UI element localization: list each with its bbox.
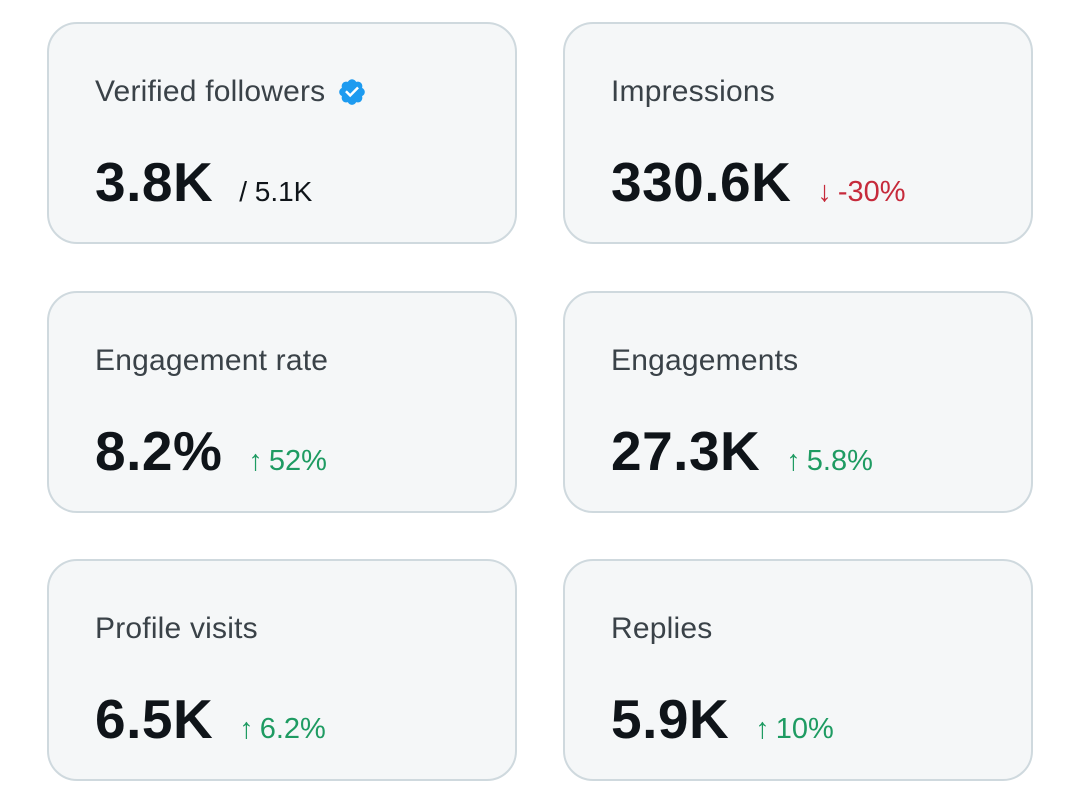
trend-delta: ↑ 6.2% [239, 713, 326, 746]
profile-visits-card[interactable]: Profile visits 6.5K ↑ 6.2% [47, 559, 517, 781]
card-value: 3.8K [95, 151, 214, 213]
trend-delta: ↑ 5.8% [786, 445, 873, 478]
trend-delta: ↑ 10% [755, 713, 834, 746]
card-label: Verified followers [95, 75, 326, 108]
card-label: Profile visits [95, 612, 258, 645]
trend-delta: ↑ 52% [248, 445, 327, 478]
delta-value: -30% [837, 176, 906, 208]
card-value-row: 3.8K / 5.1K [95, 152, 312, 212]
card-label-row: Replies [611, 611, 712, 647]
card-label: Replies [611, 612, 713, 645]
arrow-up-icon: ↑ [239, 713, 254, 745]
card-label: Impressions [611, 75, 775, 108]
arrow-up-icon: ↑ [755, 713, 770, 745]
card-label-row: Engagements [611, 343, 798, 379]
card-value: 6.5K [95, 688, 214, 750]
card-value-row: 5.9K ↑ 10% [611, 689, 834, 749]
verified-badge-icon [337, 77, 367, 107]
card-label: Engagement rate [95, 344, 329, 377]
card-value: 5.9K [611, 688, 730, 750]
card-label-row: Impressions [611, 74, 775, 110]
card-value-row: 27.3K ↑ 5.8% [611, 421, 873, 481]
engagement-rate-card[interactable]: Engagement rate 8.2% ↑ 52% [47, 291, 517, 513]
delta-value: 6.2% [259, 713, 326, 745]
arrow-up-icon: ↑ [786, 445, 801, 477]
arrow-down-icon: ↓ [817, 176, 832, 208]
engagements-card[interactable]: Engagements 27.3K ↑ 5.8% [563, 291, 1033, 513]
card-label-row: Profile visits [95, 611, 258, 647]
delta-value: 5.8% [806, 445, 873, 477]
impressions-card[interactable]: Impressions 330.6K ↓ -30% [563, 22, 1033, 244]
card-total: / 5.1K [239, 176, 313, 207]
card-label-row: Engagement rate [95, 343, 328, 379]
delta-value: 10% [775, 713, 834, 745]
delta-value: 52% [268, 445, 327, 477]
card-value-row: 330.6K ↓ -30% [611, 152, 906, 212]
card-value-row: 8.2% ↑ 52% [95, 421, 327, 481]
trend-delta: ↓ -30% [817, 176, 905, 209]
verified-followers-card[interactable]: Verified followers 3.8K / 5.1K [47, 22, 517, 244]
card-value: 330.6K [611, 151, 792, 213]
card-label: Engagements [611, 344, 799, 377]
card-value-row: 6.5K ↑ 6.2% [95, 689, 326, 749]
card-value: 27.3K [611, 420, 761, 482]
replies-card[interactable]: Replies 5.9K ↑ 10% [563, 559, 1033, 781]
arrow-up-icon: ↑ [248, 445, 263, 477]
card-label-row: Verified followers [95, 74, 367, 110]
card-value: 8.2% [95, 420, 223, 482]
